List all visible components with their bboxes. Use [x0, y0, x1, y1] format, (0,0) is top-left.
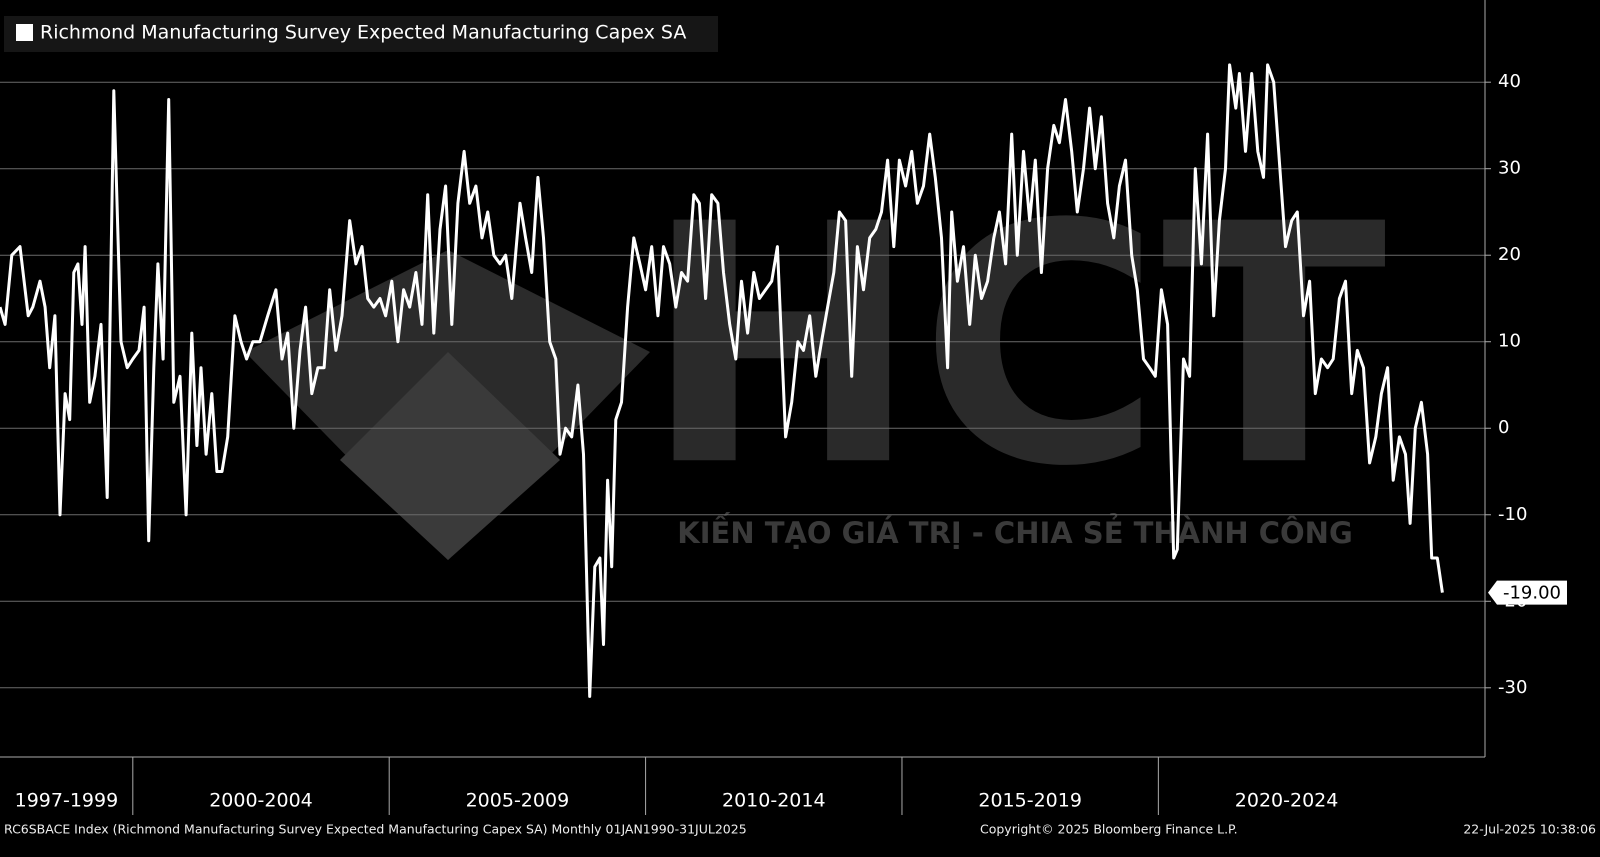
last-value-label: -19.00 — [1503, 583, 1561, 604]
x-tick-label: 2015-2019 — [978, 790, 1082, 812]
y-tick-label: -10 — [1498, 504, 1527, 525]
line-series — [0, 63, 1444, 698]
legend-swatch — [16, 24, 33, 41]
plot: -19.00 — [0, 63, 1567, 698]
y-tick-label: 10 — [1498, 331, 1521, 352]
watermark-diamond — [340, 352, 560, 560]
last-value-badge — [1488, 580, 1567, 605]
legend-label: Richmond Manufacturing Survey Expected M… — [40, 22, 686, 44]
y-tick-label: 20 — [1498, 244, 1521, 265]
y-tick-label: -30 — [1498, 677, 1527, 698]
legend-box — [4, 16, 718, 52]
footer-copyright: Copyright© 2025 Bloomberg Finance L.P. — [980, 822, 1238, 837]
y-tick-label: 40 — [1498, 71, 1521, 92]
footer-source: RC6SBACE Index (Richmond Manufacturing S… — [4, 822, 747, 837]
y-tick-label: 0 — [1498, 417, 1509, 438]
watermark-tagline: KIẾN TẠO GIÁ TRỊ - CHIA SẺ THÀNH CÔNG — [677, 513, 1353, 550]
y-tick-label: 30 — [1498, 158, 1521, 179]
x-tick-label: 2000-2004 — [209, 790, 313, 812]
x-tick-label: 1997-1999 — [15, 790, 119, 812]
x-tick-label: 2010-2014 — [722, 790, 826, 812]
grid: -30-20-100102030401997-19992000-20042005… — [0, 71, 1527, 815]
x-tick-label: 2020-2024 — [1235, 790, 1339, 812]
footer-timestamp: 22-Jul-2025 10:38:06 — [1463, 822, 1596, 837]
x-tick-label: 2005-2009 — [466, 790, 570, 812]
